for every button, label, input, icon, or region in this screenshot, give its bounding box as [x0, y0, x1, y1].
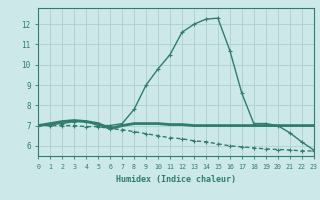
X-axis label: Humidex (Indice chaleur): Humidex (Indice chaleur): [116, 175, 236, 184]
